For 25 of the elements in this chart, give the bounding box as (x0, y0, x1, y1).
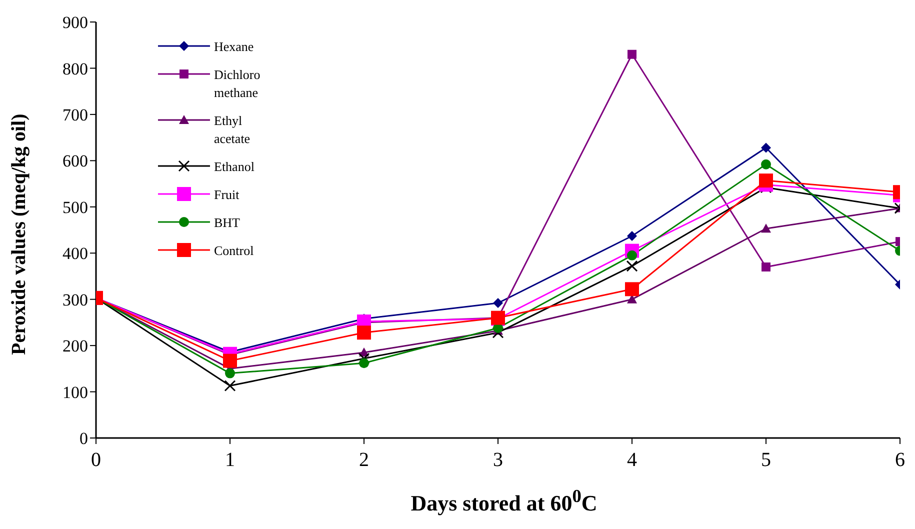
legend-label: Fruit (214, 186, 240, 204)
legend-label: Hexane (214, 38, 255, 56)
x-tick-label: 4 (627, 449, 637, 472)
x-tick-label: 1 (225, 449, 235, 472)
y-tick-label: 600 (62, 152, 88, 171)
y-axis-title: Peroxide values (meq/kg oil) (8, 114, 30, 355)
x-tick-label: 5 (761, 449, 771, 472)
legend-label: Control (214, 242, 255, 260)
legend-label: BHT (214, 214, 241, 232)
y-tick-label: 0 (80, 429, 88, 448)
legend-label: Ethanol (214, 158, 256, 176)
y-tick-label: 900 (62, 13, 88, 32)
y-tick-label: 400 (62, 244, 88, 264)
y-tick-label: 100 (62, 382, 88, 402)
y-tick-label: 800 (62, 59, 88, 78)
y-tick-label: 700 (62, 105, 88, 124)
x-axis-title: Days stored at 60$^{0}$C (410, 486, 598, 516)
x-tick-label: 2 (359, 449, 369, 472)
x-tick-label: 6 (895, 449, 905, 472)
y-tick-label: 300 (62, 290, 88, 310)
x-tick-label: 3 (493, 449, 503, 472)
y-tick-label: 200 (62, 336, 88, 356)
legend-label: Dichloro methane (214, 66, 262, 102)
y-tick-label: 500 (62, 198, 88, 217)
legend-label: Ethyl acetate (214, 112, 252, 148)
